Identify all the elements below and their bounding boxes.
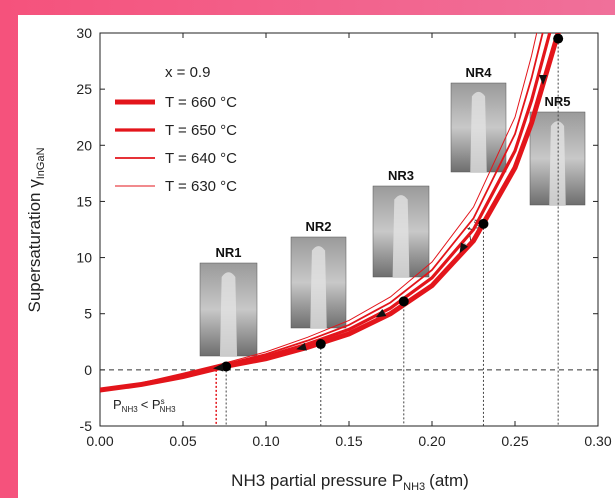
y-tick-label: 5 <box>84 306 92 322</box>
direction-arrow <box>213 363 224 372</box>
image-label: NR4 <box>465 65 492 80</box>
image-label: NR1 <box>215 245 241 260</box>
x-tick-label: 0.00 <box>86 433 113 449</box>
y-tick-label: 0 <box>84 362 92 378</box>
y-tick-label: 20 <box>76 137 92 153</box>
legend-label: T = 640 °C <box>165 150 237 167</box>
ann-sub2: NH3 <box>160 405 177 414</box>
y-title-sub: InGaN <box>35 147 47 179</box>
ann-p: P <box>113 397 122 412</box>
image-label: NR2 <box>305 219 331 234</box>
x-tick-label: 0.25 <box>501 433 528 449</box>
direction-arrow <box>296 342 307 351</box>
ann-p2: < P <box>141 397 161 412</box>
x-title-unit: (atm) <box>429 471 469 490</box>
y-title-main: Supersaturation γ <box>25 179 44 313</box>
x-tick-label: 0.15 <box>335 433 362 449</box>
y-axis-title: Supersaturation γInGaN <box>25 147 47 312</box>
x-title-sub: NH3 <box>403 481 425 493</box>
condition-annotation: PNH3 < Ps NH3 <box>113 397 176 414</box>
curves <box>100 33 561 393</box>
y-tick-label: 15 <box>76 193 92 209</box>
y-tick-label: 25 <box>76 81 92 97</box>
nanorod <box>470 91 487 172</box>
nanorod <box>310 246 327 328</box>
x-tick-label: 0.30 <box>584 433 611 449</box>
point <box>478 218 489 229</box>
curve <box>100 33 538 391</box>
x-tick-label: 0.20 <box>418 433 445 449</box>
ann-sup: s <box>161 397 165 406</box>
direction-arrow <box>375 309 387 318</box>
y-tick-label: -5 <box>80 418 93 434</box>
image-label: NR5 <box>544 94 570 109</box>
curve <box>100 33 552 392</box>
legend-label: T = 630 °C <box>165 178 237 195</box>
nanorod <box>392 195 410 277</box>
ann-sub: NH3 <box>122 405 139 414</box>
point <box>315 339 326 350</box>
curve <box>100 33 544 391</box>
point <box>553 33 564 44</box>
point <box>398 296 409 307</box>
y-tick-label: 30 <box>76 25 92 41</box>
direction-arrow <box>459 242 468 254</box>
x-axis-title: NH3 partial pressure PNH3 (atm) <box>231 471 469 493</box>
legend-label: T = 660 °C <box>165 94 237 111</box>
legend-label: T = 650 °C <box>165 122 237 139</box>
x-title-main: NH3 partial pressure P <box>231 471 403 490</box>
image-label: NR3 <box>388 168 414 183</box>
point <box>221 361 232 372</box>
x-tick-label: 0.10 <box>252 433 279 449</box>
nanorod <box>219 272 238 356</box>
direction-arrow <box>539 75 547 85</box>
x-tick-label: 0.05 <box>169 433 196 449</box>
legend-title: x = 0.9 <box>165 64 210 81</box>
nanorod <box>549 121 566 205</box>
y-tick-label: 10 <box>76 250 92 266</box>
